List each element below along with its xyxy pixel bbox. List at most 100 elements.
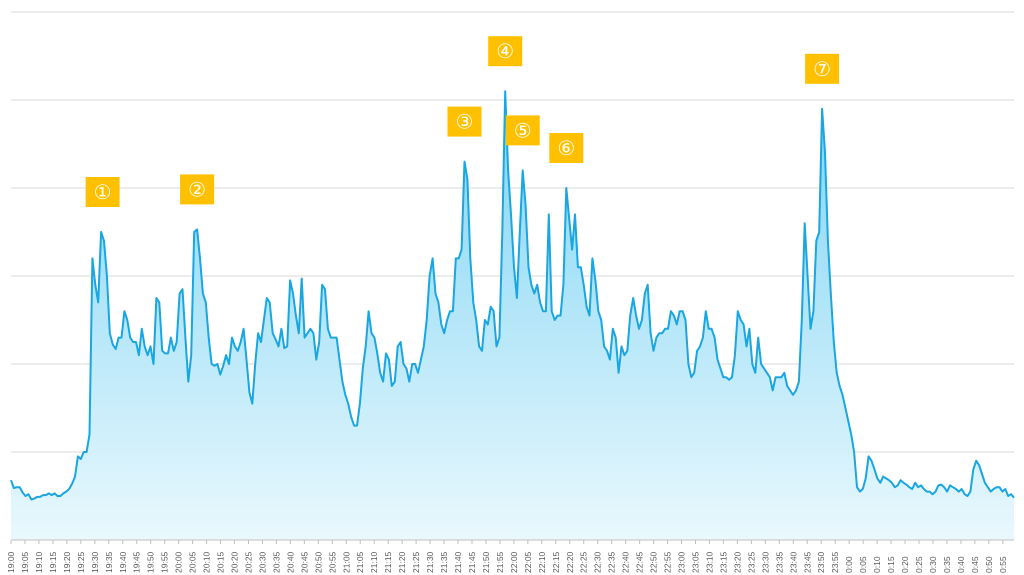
x-tick-label: 20:05 [188,551,198,573]
annotation-badge: ① [85,177,120,207]
x-tick-label: 22:15 [551,551,561,573]
x-tick-label: 23:10 [705,551,715,573]
x-tick-label: 23:25 [746,551,756,573]
badge-box [180,174,215,205]
x-tick-label: 21:50 [481,551,491,573]
badge-label: ① [94,180,112,204]
x-tick-label: 20:35 [271,551,281,573]
x-tick-label: 20:50 [313,551,323,573]
x-tick-label: 0:15 [886,556,896,573]
x-tick-label: 19:05 [20,551,30,573]
annotation-badge: ⑤ [505,115,540,146]
x-tick-label: 23:55 [830,551,840,573]
x-tick-label: 22:20 [565,551,575,573]
annotation-badge: ③ [447,106,482,137]
x-tick-label: 21:05 [355,551,365,573]
badge-box [447,106,482,137]
x-tick-label: 0:00 [844,556,854,573]
x-tick-label: 23:30 [760,551,770,573]
x-tick-label: 0:20 [900,556,910,573]
x-tick-label: 20:20 [230,551,240,573]
x-tick-label: 23:40 [788,551,798,573]
x-tick-label: 21:15 [383,551,393,573]
x-tick-label: 19:15 [48,551,58,573]
x-tick-label: 19:00 [6,551,16,573]
x-tick-label: 22:45 [635,551,645,573]
annotation-badge: ④ [488,36,523,67]
x-tick-label: 23:00 [677,551,687,573]
x-tick-label: 19:25 [76,551,86,573]
x-tick-label: 22:25 [579,551,589,573]
annotation-badges: ① ② ③ ④ ⑤ ⑥ ⑦ [85,36,840,207]
badge-label: ⑦ [813,57,831,81]
series-line [10,90,1015,501]
annotation-badge: ⑥ [549,133,584,163]
x-tick-label: 20:25 [244,551,254,573]
x-tick-label: 0:50 [984,556,994,573]
badge-label: ⑤ [514,118,532,142]
badge-box [805,53,840,84]
annotation-badge: ⑦ [805,53,840,84]
x-tick-label: 19:20 [62,551,72,573]
series-fill [11,91,1014,540]
x-tick-label: 23:20 [732,551,742,573]
series-area [10,90,1015,540]
x-tick-label: 22:50 [649,551,659,573]
x-tick-label: 21:10 [369,551,379,573]
x-tick-label: 21:25 [411,551,421,573]
badge-label: ③ [456,110,474,134]
x-tick-label: 23:15 [718,551,728,573]
x-tick-label: 23:45 [802,551,812,573]
x-tick-label: 19:40 [118,551,128,573]
x-tick-label: 23:50 [816,551,826,573]
badge-label: ④ [496,39,514,63]
x-tick-label: 19:10 [34,551,44,573]
x-tick-label: 22:35 [607,551,617,573]
annotation-badge: ② [180,174,215,205]
x-tick-label: 21:35 [439,551,449,573]
x-tick-label: 0:55 [998,556,1008,573]
x-tick-label: 23:35 [774,551,784,573]
badge-box [549,133,584,163]
badge-box [85,177,120,207]
x-tick-label: 20:00 [174,551,184,573]
x-tick-label: 22:55 [663,551,673,573]
x-tick-label: 22:10 [537,551,547,573]
x-tick-label: 22:40 [621,551,631,573]
x-tick-label: 20:45 [299,551,309,573]
x-tick-label: 19:30 [90,551,100,573]
x-tick-label: 21:20 [397,551,407,573]
x-tick-label: 20:15 [216,551,226,573]
x-tick-label: 22:05 [523,551,533,573]
x-tick-label: 21:40 [453,551,463,573]
x-axis: 19:00 19:05 19:10 19:15 19:20 19:25 19:30 19:35… [6,539,1014,573]
x-tick-label: 0:30 [928,556,938,573]
x-tick-label: 22:30 [593,551,603,573]
x-tick-label: 20:40 [285,551,295,573]
x-tick-label: 20:10 [202,551,212,573]
x-tick-label: 0:45 [970,556,980,573]
badge-label: ⑥ [557,136,575,160]
x-tick-label: 21:45 [467,551,477,573]
x-tick-label: 23:05 [691,551,701,573]
x-tick-label: 19:55 [160,551,170,573]
x-tick-label: 0:35 [942,556,952,573]
badge-label: ② [188,177,206,201]
x-tick-label: 19:50 [146,551,156,573]
x-tick-label: 0:05 [858,556,868,573]
x-tick-label: 22:00 [509,551,519,573]
x-tick-label: 21:00 [341,551,351,573]
x-tick-label: 0:10 [872,556,882,573]
x-tick-label: 20:55 [327,551,337,573]
x-tick-label: 21:55 [495,551,505,573]
x-tick-label: 0:25 [914,556,924,573]
x-tick-label: 19:45 [132,551,142,573]
badge-box [488,36,523,67]
x-tick-label: 19:35 [104,551,114,573]
x-tick-label: 21:30 [425,551,435,573]
x-tick-label: 0:40 [956,556,966,573]
x-tick-label: 20:30 [257,551,267,573]
badge-box [505,115,540,146]
